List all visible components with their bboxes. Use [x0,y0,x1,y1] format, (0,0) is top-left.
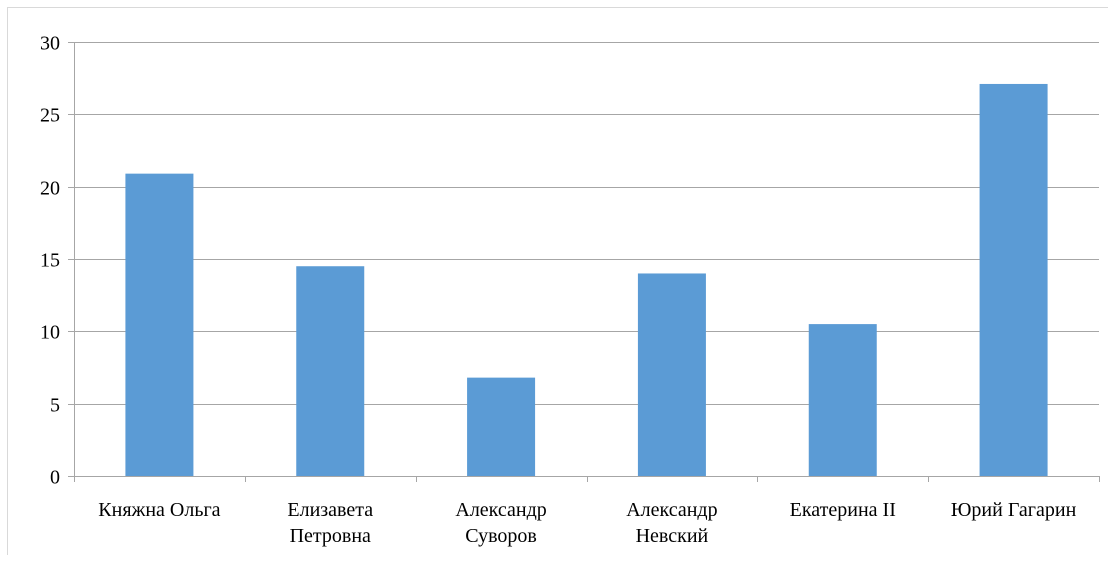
y-tick-label: 5 [50,395,60,417]
x-category-label: Елизавета Петровна [287,499,373,547]
x-category-label: Княжна Ольга [98,499,220,521]
axes [68,42,1100,482]
bar [125,173,194,476]
x-category-label: Юрий Гагарин [951,499,1077,521]
x-category-label: Александр Суворов [455,499,546,547]
x-category-label: Екатерина II [790,499,896,521]
bar [467,377,536,476]
y-tick-label: 10 [40,322,60,344]
bar [296,266,365,476]
x-category-labels: Княжна Ольга Елизавета Петровна Александр Су… [98,499,1076,547]
gridlines [74,42,1099,405]
chart-frame [7,7,1108,555]
bar [979,83,1048,476]
x-category-label: Александр Невский [626,499,717,547]
y-tick-label: 25 [40,105,60,127]
bar [808,324,877,476]
y-tick-label: 20 [40,178,60,200]
y-tick-label: 0 [50,467,60,489]
bars [125,83,1048,476]
y-tick-label: 15 [40,250,60,272]
y-tick-labels: 0 5 10 15 20 25 30 [40,33,60,489]
y-tick-label: 30 [40,33,60,55]
bar [637,273,706,476]
